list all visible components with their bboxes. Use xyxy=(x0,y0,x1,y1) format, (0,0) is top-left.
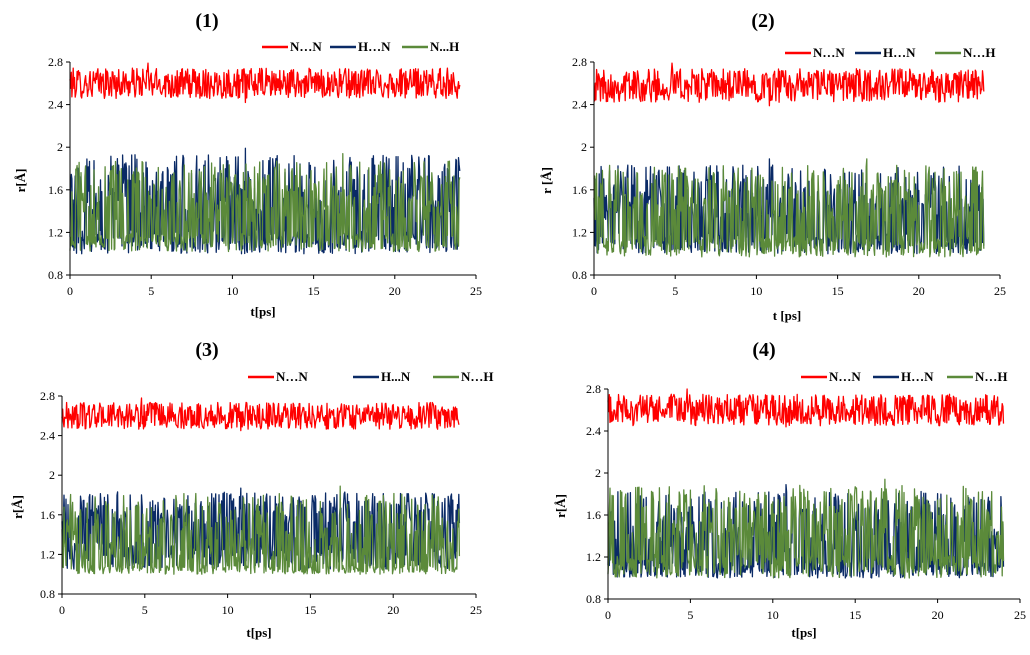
x-tick-label: 20 xyxy=(913,284,925,298)
x-tick-label: 15 xyxy=(308,284,320,298)
y-tick-label: 0.8 xyxy=(48,268,63,282)
legend-label-3: N…H xyxy=(963,45,996,60)
x-tick-label: 15 xyxy=(849,608,861,622)
legend-label-2: H…N xyxy=(901,369,934,384)
y-tick-label: 1.2 xyxy=(40,547,55,561)
x-tick-label: 25 xyxy=(994,284,1006,298)
x-tick-label: 5 xyxy=(687,608,693,622)
x-tick-label: 0 xyxy=(59,603,65,617)
legend-label-3: N…H xyxy=(975,369,1008,384)
x-axis-label: t[ps] xyxy=(250,304,275,319)
x-tick-label: 20 xyxy=(932,608,944,622)
series-line-1 xyxy=(69,62,461,104)
x-tick-label: 0 xyxy=(605,608,611,622)
x-tick-label: 5 xyxy=(148,284,154,298)
y-axis-label: r[Å] xyxy=(10,495,25,519)
legend-label-2: H…N xyxy=(883,45,916,60)
legend-label-1: N…N xyxy=(290,39,322,54)
x-tick-label: 10 xyxy=(767,608,779,622)
y-tick-label: 2.8 xyxy=(40,389,55,403)
series-line-3 xyxy=(61,485,461,575)
x-tick-label: 20 xyxy=(389,284,401,298)
x-tick-label: 15 xyxy=(304,603,316,617)
x-tick-label: 10 xyxy=(750,284,762,298)
y-tick-label: 1.2 xyxy=(572,225,587,239)
y-tick-label: 1.6 xyxy=(572,183,587,197)
y-axis-label: r [Å] xyxy=(539,167,554,194)
y-tick-label: 0.8 xyxy=(40,587,55,601)
legend-label-1: N…N xyxy=(829,369,861,384)
x-tick-label: 5 xyxy=(142,603,148,617)
y-tick-label: 0.8 xyxy=(586,592,601,606)
series-line-1 xyxy=(593,62,985,107)
y-tick-label: 1.2 xyxy=(586,550,601,564)
series-line-2 xyxy=(69,147,461,255)
chart-panel-1: (1) 0.8 1.2 1.6 2 2.4 2.8 0 5 10 15 20 25 t[ps] r[Å] N…… xyxy=(13,10,482,319)
y-tick-label: 2 xyxy=(581,140,587,154)
y-tick-label: 2.8 xyxy=(586,382,601,396)
x-axis-label: t [ps] xyxy=(773,308,802,323)
x-tick-label: 0 xyxy=(67,284,73,298)
y-tick-label: 2.8 xyxy=(572,55,587,69)
x-tick-label: 0 xyxy=(591,284,597,298)
legend-label-1: N…N xyxy=(813,45,845,60)
panel-title: (4) xyxy=(752,339,775,361)
panel-title: (1) xyxy=(195,10,218,32)
series-line-3 xyxy=(607,478,1005,579)
y-tick-label: 1.6 xyxy=(586,508,601,522)
x-tick-label: 5 xyxy=(672,284,678,298)
y-tick-label: 1.6 xyxy=(48,183,63,197)
y-tick-label: 1.6 xyxy=(40,508,55,522)
x-tick-label: 25 xyxy=(470,603,482,617)
y-tick-label: 0.8 xyxy=(572,268,587,282)
panel-title: (2) xyxy=(751,10,774,32)
y-tick-label: 2.8 xyxy=(48,55,63,69)
series-line-2 xyxy=(593,158,985,255)
y-tick-label: 1.2 xyxy=(48,225,63,239)
legend-label-3: N...H xyxy=(430,39,459,54)
chart-panel-2: (2) 0.8 1.2 1.6 2 2.4 2.8 0 5 10 15 20 25 t [ps] r [Å]… xyxy=(539,10,1006,323)
series-line-3 xyxy=(593,158,985,258)
series-line-1 xyxy=(61,397,460,432)
x-axis-label: t[ps] xyxy=(791,625,816,640)
y-tick-label: 2.4 xyxy=(586,424,601,438)
x-tick-label: 25 xyxy=(1014,608,1026,622)
x-tick-label: 20 xyxy=(387,603,399,617)
legend-label-2: H...N xyxy=(381,369,411,384)
legend-label-3: N…H xyxy=(461,369,494,384)
x-tick-label: 25 xyxy=(470,284,482,298)
y-tick-label: 2 xyxy=(57,140,63,154)
x-tick-label: 10 xyxy=(226,284,238,298)
series-line-1 xyxy=(607,388,1005,428)
y-tick-label: 2.4 xyxy=(40,429,55,443)
x-tick-label: 10 xyxy=(222,603,234,617)
chart-panel-3: (3) 0.8 1.2 1.6 2 2.4 2.8 0 5 10 15 20 25 t[ps] r[Å] N…… xyxy=(10,339,494,640)
y-axis-label: r[Å] xyxy=(13,169,28,193)
series-line-3 xyxy=(69,152,461,253)
panel-title: (3) xyxy=(195,339,218,361)
y-tick-label: 2 xyxy=(49,468,55,482)
y-tick-label: 2.4 xyxy=(48,98,63,112)
legend-label-1: N…N xyxy=(276,369,308,384)
legend-label-2: H…N xyxy=(358,39,391,54)
y-tick-label: 2.4 xyxy=(572,98,587,112)
chart-panel-4: (4) 0.8 1.2 1.6 2 2.4 2.8 0 5 10 15 20 25 t[ps] r[Å] N…… xyxy=(553,339,1026,640)
y-tick-label: 2 xyxy=(595,466,601,480)
x-tick-label: 15 xyxy=(832,284,844,298)
x-axis-label: t[ps] xyxy=(246,625,271,640)
y-axis-label: r[Å] xyxy=(553,494,568,518)
